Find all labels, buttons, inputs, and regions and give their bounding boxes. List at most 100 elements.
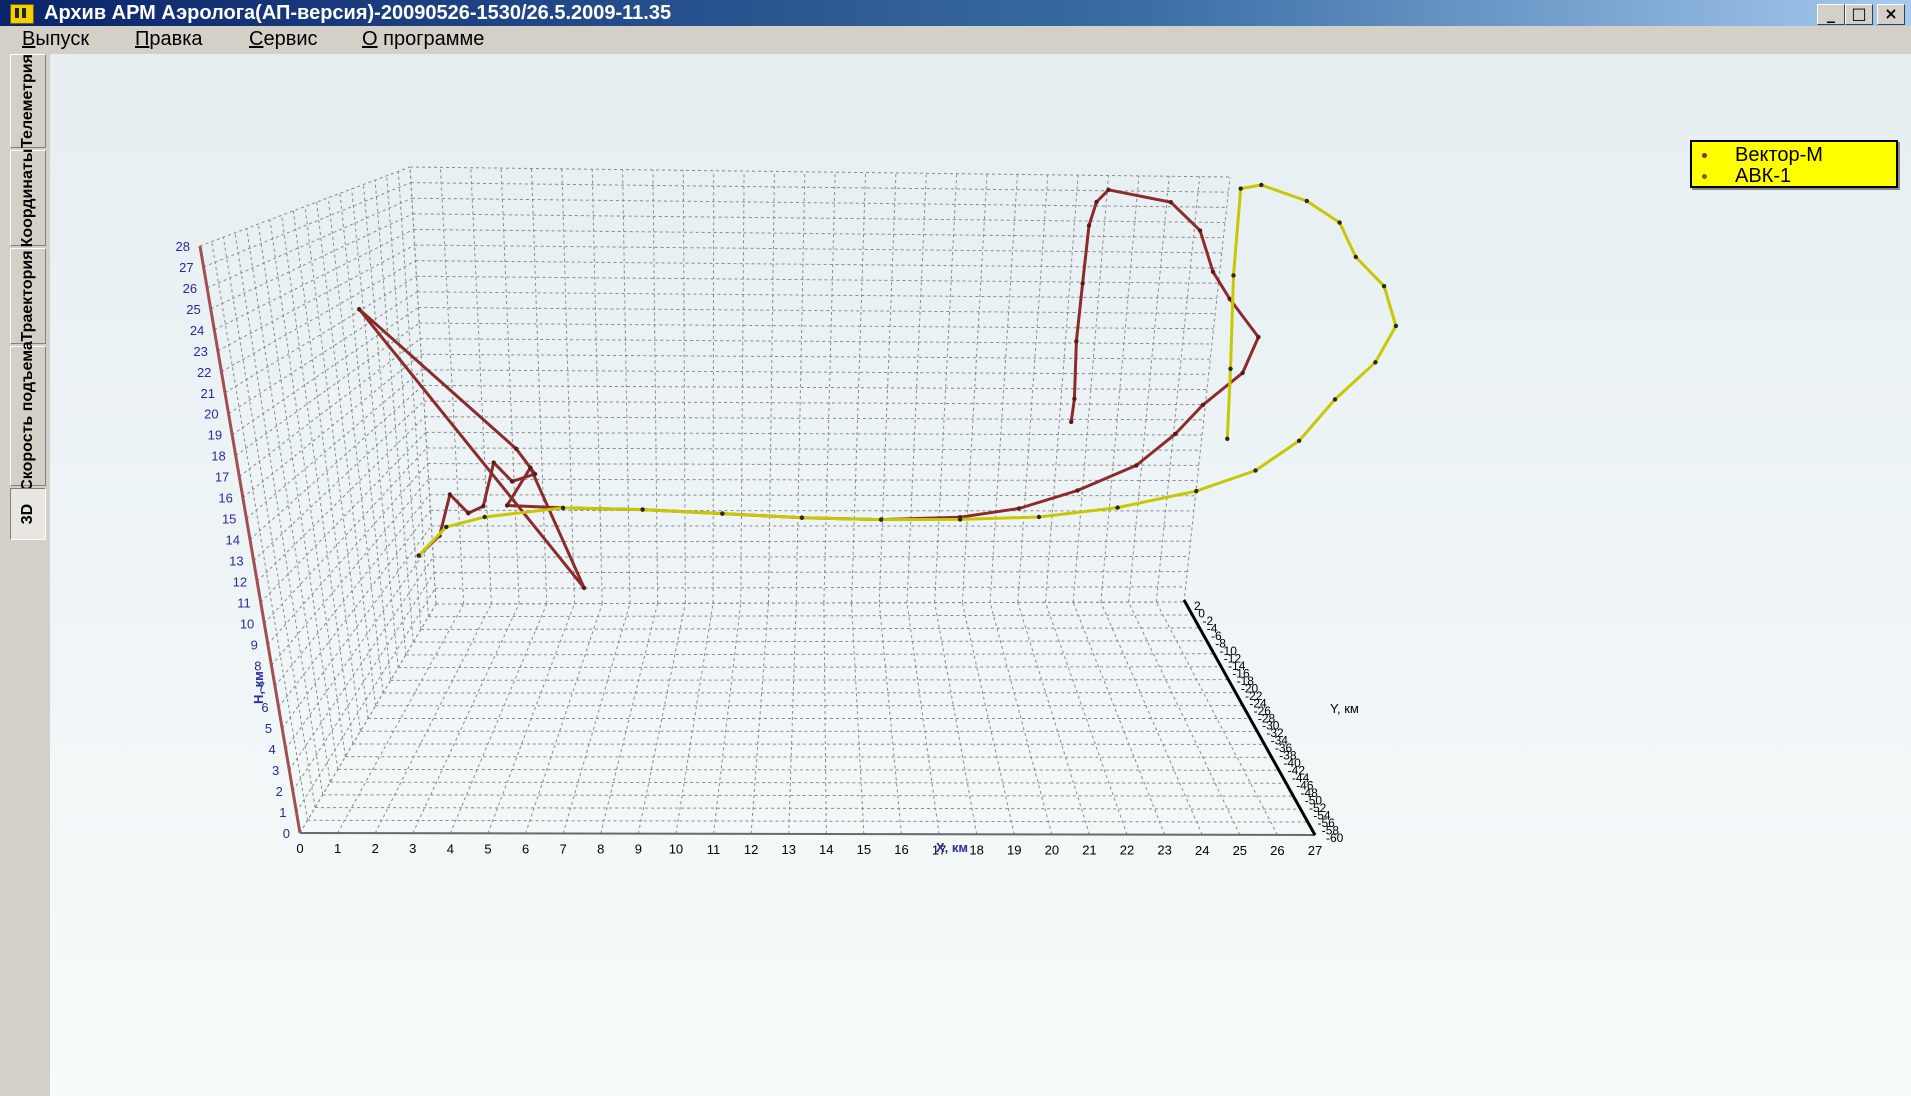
floor-grid-line xyxy=(390,679,1228,681)
back-wall-grid-line xyxy=(427,463,1199,466)
y-tick-label: -30 xyxy=(1262,719,1280,733)
h-tick-label: 1 xyxy=(279,805,286,820)
h-tick-label: 19 xyxy=(208,428,222,443)
series-point xyxy=(1036,514,1042,520)
h-tick-label: 17 xyxy=(215,470,229,485)
y-tick-label: -14 xyxy=(1228,659,1246,673)
tab-telemetry[interactable]: Телеметрия xyxy=(10,54,46,148)
tab-coordinates[interactable]: Координаты xyxy=(10,149,46,247)
series-point xyxy=(1168,200,1174,205)
floor-grid-line xyxy=(405,653,1214,656)
series-point xyxy=(513,446,519,451)
back-wall-grid-line xyxy=(652,169,659,604)
tab-3d-label: 3D xyxy=(19,503,36,525)
tab-ascent-speed-label: Скорость подъема xyxy=(19,341,36,491)
y-tick-label: -12 xyxy=(1224,651,1242,665)
left-wall-grid-line xyxy=(362,184,407,655)
h-tick-label: 6 xyxy=(261,700,268,715)
x-tick-label: 25 xyxy=(1233,843,1247,858)
left-wall-grid-line xyxy=(327,197,384,694)
series-point xyxy=(1337,220,1342,225)
x-tick-label: 3 xyxy=(409,841,416,856)
floor-grid-line xyxy=(374,603,492,834)
back-wall-grid-line xyxy=(622,169,631,604)
x-tick-label: 9 xyxy=(635,842,642,857)
floor-grid-line xyxy=(337,768,1279,771)
tab-trajectory[interactable]: Траектория xyxy=(10,248,46,344)
x-tick-label: 24 xyxy=(1195,843,1209,858)
back-wall-grid-line xyxy=(1128,176,1170,603)
axes xyxy=(198,245,1317,836)
floor-grid-line xyxy=(713,603,742,834)
series-point xyxy=(447,492,453,497)
legend: Вектор-М АВК-1 xyxy=(1690,140,1898,188)
menu-o-programme[interactable]: О программе xyxy=(362,28,485,50)
app-icon xyxy=(10,4,34,24)
menu-pravka[interactable]: Правка xyxy=(135,28,203,50)
series-point xyxy=(1228,366,1233,371)
y-tick-label: -2 xyxy=(1203,614,1214,628)
window-title: Архив АРМ Аэролога(АП-версия)-20090526-1… xyxy=(44,2,672,24)
series-point xyxy=(1106,187,1111,192)
series-point xyxy=(560,505,566,511)
left-wall-grid-line xyxy=(386,175,422,630)
series-point xyxy=(1194,488,1199,494)
floor-grid-line xyxy=(345,756,1272,758)
x-tick-label: 22 xyxy=(1120,843,1134,858)
h-tick-label: 28 xyxy=(176,239,190,254)
x-tick-label: 15 xyxy=(857,842,871,857)
series-point xyxy=(1210,269,1216,274)
minimize-button[interactable]: _ xyxy=(1817,4,1845,25)
menu-servis[interactable]: Сервис xyxy=(249,28,318,50)
x-tick-label: 20 xyxy=(1045,842,1059,857)
series-point xyxy=(1393,323,1399,329)
back-wall-grid-line xyxy=(429,494,1196,497)
legend-marker xyxy=(1702,153,1707,159)
menu-bar: Выпуск Правка Сервис О программе xyxy=(0,26,1911,52)
y-tick-label: -56 xyxy=(1317,816,1335,830)
plot-3d[interactable]: 0123456789101112131415161718192021222324… xyxy=(50,54,1911,1096)
tick-labels: 0123456789101112131415161718192021222324… xyxy=(176,239,1344,858)
tab-3d[interactable]: 3D xyxy=(10,488,46,540)
back-wall-grid-line xyxy=(419,322,1214,330)
back-wall-grid-line xyxy=(423,400,1206,406)
series-point xyxy=(581,585,587,591)
legend-marker xyxy=(1702,174,1707,180)
left-wall-grid-line xyxy=(351,188,399,668)
series-point xyxy=(1381,284,1387,289)
y-tick-label: -40 xyxy=(1283,756,1301,770)
series-point xyxy=(491,460,496,465)
y-tick-label: -44 xyxy=(1292,771,1310,785)
title-bar[interactable]: Архив АРМ Аэролога(АП-версия)-20090526-1… xyxy=(0,0,1911,26)
left-wall-grid-line xyxy=(316,202,377,706)
y-tick-label: -26 xyxy=(1254,704,1272,718)
left-wall-grid-line xyxy=(292,572,435,792)
h-tick-label: 5 xyxy=(265,721,272,736)
y-tick-label: -28 xyxy=(1258,711,1276,725)
y-tick-label: -8 xyxy=(1215,636,1226,650)
floor-grid-line xyxy=(525,603,603,834)
h-tick-label: 20 xyxy=(204,407,218,422)
vertical-tabs: Телеметрия Координаты Траектория Скорост… xyxy=(8,54,48,1096)
h-axis-label: H, км xyxy=(251,671,266,704)
h-tick-label: 24 xyxy=(190,323,204,338)
maximize-button[interactable]: □ xyxy=(1845,4,1873,25)
series-point xyxy=(1353,254,1359,260)
y-tick-label: -16 xyxy=(1232,666,1250,680)
floor-grid-line xyxy=(307,819,1308,823)
close-button[interactable]: × xyxy=(1877,4,1905,25)
left-wall-grid-line xyxy=(257,223,339,770)
x-axis-label: X, км xyxy=(936,840,968,855)
menu-vypusk[interactable]: Выпуск xyxy=(22,28,90,50)
x-axis-line xyxy=(299,832,1316,836)
legend-label: АВК-1 xyxy=(1735,165,1792,187)
h-tick-label: 26 xyxy=(183,281,197,296)
tab-ascent-speed[interactable]: Скорость подъема xyxy=(10,341,46,491)
series-point xyxy=(1094,199,1099,205)
floor-grid-line xyxy=(420,627,1199,630)
series-group xyxy=(357,182,1399,591)
x-tick-label: 10 xyxy=(669,842,683,857)
x-tick-label: 16 xyxy=(894,842,908,857)
y-tick-label: -22 xyxy=(1245,689,1263,703)
h-tick-label: 22 xyxy=(197,365,211,380)
